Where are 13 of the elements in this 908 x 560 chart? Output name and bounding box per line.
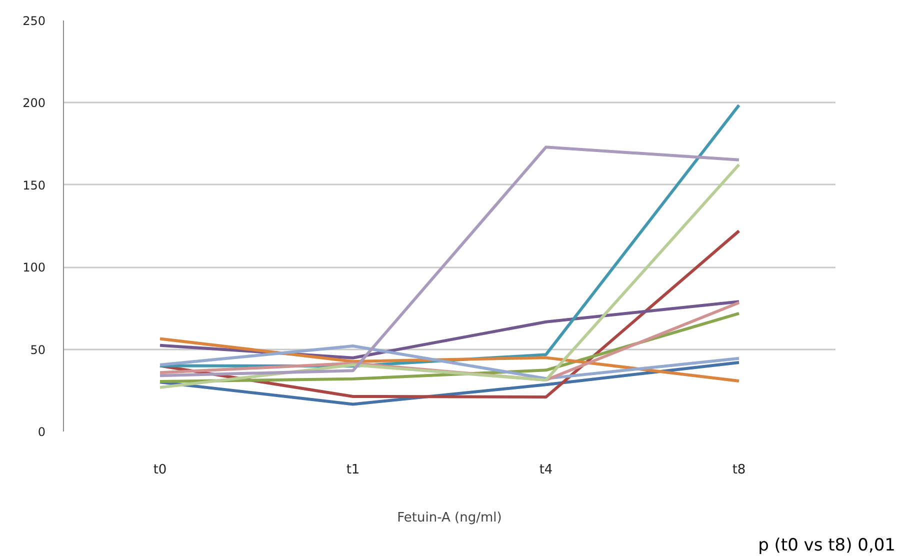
line-series <box>158 344 740 380</box>
x-tick-label: t4 <box>539 462 553 478</box>
y-tick-label: 50 <box>30 342 46 357</box>
y-tick-label: 150 <box>22 178 46 192</box>
x-tick-label: t0 <box>153 462 167 478</box>
x-axis-title: Fetuin-A (ng/ml) <box>397 510 502 526</box>
y-tick-label: 250 <box>22 14 46 28</box>
y-tick-label: 100 <box>22 260 46 275</box>
x-tick-label: t1 <box>346 462 360 478</box>
text: p (t0 vs t8) 0,01 <box>758 536 896 556</box>
y-tick-label: 200 <box>22 96 46 110</box>
x-tick-label: t8 <box>732 462 746 478</box>
y-tick-label: 0 <box>38 425 46 439</box>
